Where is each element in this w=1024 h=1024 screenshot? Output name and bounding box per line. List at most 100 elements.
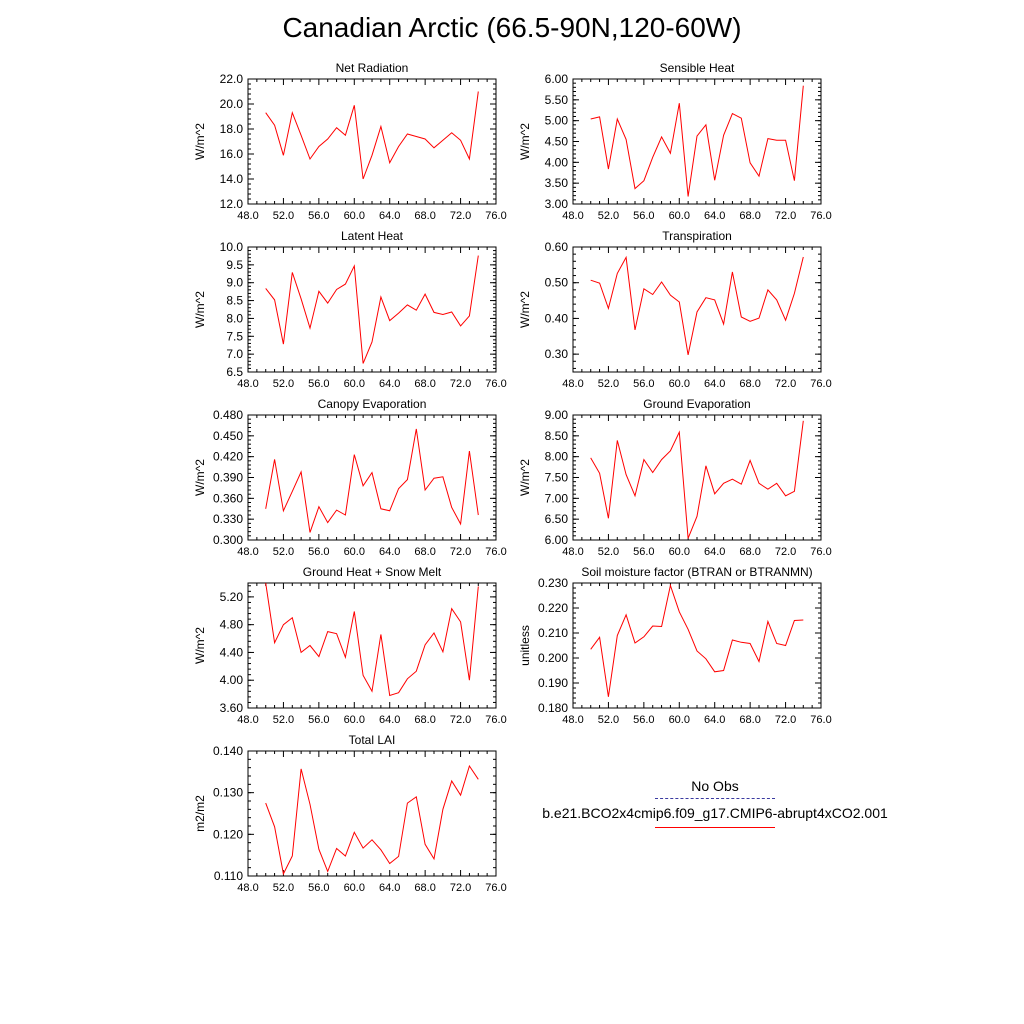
y-tick-label: 0.50 xyxy=(545,276,569,290)
y-tick-label: 7.0 xyxy=(226,347,243,361)
x-tick-label: 48.0 xyxy=(237,882,258,894)
x-tick-label: 48.0 xyxy=(562,714,583,726)
y-axis-label: W/m^2 xyxy=(518,291,532,328)
x-tick-label: 76.0 xyxy=(485,210,506,222)
y-tick-label: 0.200 xyxy=(538,651,568,665)
x-tick-label: 72.0 xyxy=(450,210,471,222)
y-tick-label: 7.50 xyxy=(545,471,569,485)
y-tick-label: 0.140 xyxy=(213,744,243,758)
series-line xyxy=(590,85,804,197)
x-tick-label: 72.0 xyxy=(775,714,796,726)
y-tick-label: 4.00 xyxy=(220,673,244,687)
x-tick-label: 48.0 xyxy=(562,546,583,558)
x-tick-label: 72.0 xyxy=(450,378,471,390)
x-tick-label: 64.0 xyxy=(704,714,725,726)
y-tick-label: 0.480 xyxy=(213,408,243,422)
x-tick-label: 64.0 xyxy=(704,210,725,222)
y-tick-label: 10.0 xyxy=(220,240,244,254)
y-tick-label: 6.00 xyxy=(545,533,569,547)
x-tick-label: 76.0 xyxy=(810,546,831,558)
x-tick-label: 52.0 xyxy=(598,714,619,726)
y-axis-label: unitless xyxy=(518,625,532,666)
legend-model-line xyxy=(655,827,775,828)
y-tick-label: 16.0 xyxy=(220,147,244,161)
panel-3: Latent Heat W/m^2 48.0 52.0 56.0 60.0 64.0 68.0… xyxy=(193,229,507,390)
x-tick-label: 72.0 xyxy=(775,378,796,390)
x-tick-label: 64.0 xyxy=(379,378,400,390)
y-tick-label: 4.80 xyxy=(220,618,244,632)
series-line xyxy=(265,255,479,364)
x-tick-label: 60.0 xyxy=(344,546,365,558)
y-axis-label: W/m^2 xyxy=(518,459,532,496)
y-tick-label: 5.00 xyxy=(545,114,569,128)
x-tick-label: 48.0 xyxy=(237,546,258,558)
x-tick-label: 52.0 xyxy=(598,378,619,390)
x-tick-label: 60.0 xyxy=(344,378,365,390)
x-tick-label: 68.0 xyxy=(414,378,435,390)
panel-2: Sensible Heat W/m^2 48.0 52.0 56.0 60.0 64.0 68… xyxy=(518,61,832,222)
y-tick-label: 18.0 xyxy=(220,122,244,136)
y-tick-label: 0.110 xyxy=(214,869,243,883)
x-tick-label: 60.0 xyxy=(344,882,365,894)
panel-title: Net Radiation xyxy=(336,61,409,75)
panel-1: Net Radiation W/m^2 48.0 52.0 56.0 60.0 64.0 68… xyxy=(193,61,507,222)
x-tick-label: 72.0 xyxy=(450,882,471,894)
x-tick-label: 60.0 xyxy=(669,210,690,222)
y-tick-label: 0.60 xyxy=(545,240,569,254)
y-tick-label: 0.120 xyxy=(213,827,243,841)
panel-title: Ground Evaporation xyxy=(643,397,750,411)
y-tick-label: 0.420 xyxy=(213,450,243,464)
y-tick-label: 7.5 xyxy=(226,329,243,343)
x-tick-label: 64.0 xyxy=(379,546,400,558)
series-line xyxy=(590,420,804,539)
x-tick-label: 56.0 xyxy=(308,210,329,222)
x-tick-label: 68.0 xyxy=(739,210,760,222)
panel-6: Ground Evaporation W/m^2 48.0 52.0 56.0 60.0 6… xyxy=(518,397,832,558)
y-tick-label: 0.360 xyxy=(213,491,243,505)
panel-title: Canopy Evaporation xyxy=(318,397,427,411)
y-tick-label: 0.230 xyxy=(538,576,568,590)
y-tick-label: 8.0 xyxy=(226,311,243,325)
x-tick-label: 76.0 xyxy=(485,546,506,558)
y-tick-label: 12.0 xyxy=(220,197,244,211)
x-tick-label: 56.0 xyxy=(633,378,654,390)
legend-obs-label: No Obs xyxy=(691,778,739,794)
panel-title: Soil moisture factor (BTRAN or BTRANMN) xyxy=(581,565,812,579)
x-tick-label: 52.0 xyxy=(273,882,294,894)
series-line xyxy=(590,583,804,697)
x-tick-label: 56.0 xyxy=(633,546,654,558)
series-line xyxy=(590,255,804,356)
x-tick-label: 64.0 xyxy=(379,210,400,222)
plot-frame xyxy=(572,414,822,541)
y-tick-label: 0.300 xyxy=(213,533,243,547)
x-tick-label: 48.0 xyxy=(237,714,258,726)
y-tick-label: 5.20 xyxy=(220,590,244,604)
y-tick-label: 0.130 xyxy=(213,786,243,800)
series-line xyxy=(265,91,479,180)
y-axis-label: W/m^2 xyxy=(193,291,207,328)
y-axis-label: W/m^2 xyxy=(193,627,207,664)
plot-frame xyxy=(572,246,822,373)
y-tick-label: 4.50 xyxy=(545,135,569,149)
x-tick-label: 68.0 xyxy=(739,546,760,558)
x-tick-label: 52.0 xyxy=(273,210,294,222)
panel-title: Latent Heat xyxy=(341,229,404,243)
x-tick-label: 60.0 xyxy=(669,714,690,726)
plot-frame xyxy=(247,78,497,205)
plot-frame xyxy=(247,246,497,373)
plot-frame xyxy=(572,78,822,205)
y-tick-label: 0.180 xyxy=(538,701,568,715)
x-tick-label: 72.0 xyxy=(775,546,796,558)
series-line xyxy=(265,764,479,876)
series-line xyxy=(265,428,479,533)
y-tick-label: 5.50 xyxy=(545,93,569,107)
x-tick-label: 52.0 xyxy=(273,378,294,390)
y-tick-label: 20.0 xyxy=(220,97,244,111)
panel-title: Transpiration xyxy=(662,229,732,243)
panel-title: Total LAI xyxy=(349,733,396,747)
x-tick-label: 56.0 xyxy=(308,714,329,726)
x-tick-label: 64.0 xyxy=(704,378,725,390)
x-tick-label: 60.0 xyxy=(344,714,365,726)
y-tick-label: 3.00 xyxy=(545,197,569,211)
y-tick-label: 8.50 xyxy=(545,429,569,443)
